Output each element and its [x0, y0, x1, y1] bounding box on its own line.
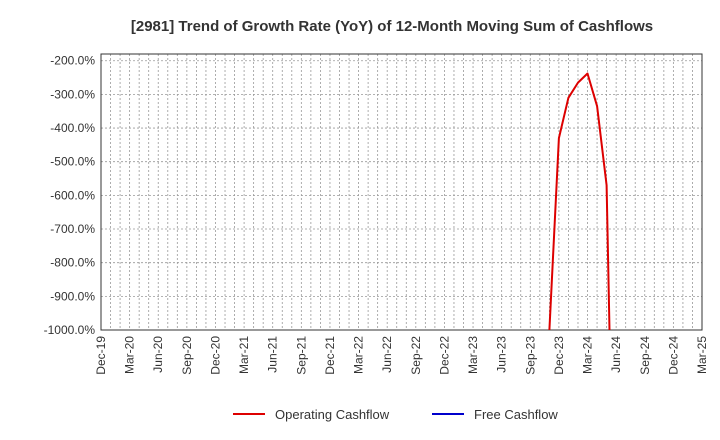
x-tick-label: Dec-23 — [552, 336, 566, 375]
x-tick-label: Mar-23 — [466, 336, 480, 374]
legend-label-1: Free Cashflow — [474, 407, 558, 422]
x-tick-label: Dec-22 — [437, 336, 451, 375]
y-axis: -200.0% -300.0% -400.0% -500.0% -600.0% -700.… — [44, 54, 96, 337]
y-tick-label: -700.0% — [50, 222, 95, 236]
y-tick-label: -600.0% — [50, 188, 95, 202]
x-tick-label: Dec-19 — [94, 336, 108, 375]
x-tick-label: Dec-20 — [208, 336, 222, 375]
y-tick-label: -400.0% — [50, 121, 95, 135]
legend-label-0: Operating Cashflow — [275, 407, 390, 422]
y-tick-label: -800.0% — [50, 256, 95, 270]
x-tick-label: Dec-21 — [323, 336, 337, 375]
x-tick-label: Sep-20 — [180, 336, 194, 375]
x-tick-label: Jun-21 — [266, 336, 280, 373]
y-tick-label: -1000.0% — [44, 323, 96, 337]
x-tick-label: Jun-23 — [495, 336, 509, 373]
x-tick-label: Jun-20 — [151, 336, 165, 373]
x-tick-label: Mar-21 — [237, 336, 251, 374]
grid — [101, 54, 702, 331]
x-tick-label: Jun-22 — [380, 336, 394, 373]
y-tick-label: -500.0% — [50, 155, 95, 169]
y-tick-label: -200.0% — [50, 54, 95, 68]
x-tick-label: Jun-24 — [609, 336, 623, 373]
x-tick-label: Sep-22 — [409, 336, 423, 375]
x-tick-label: Sep-23 — [523, 336, 537, 375]
x-tick-label: Dec-24 — [666, 336, 680, 375]
x-tick-label: Sep-24 — [638, 336, 652, 375]
x-tick-label: Mar-20 — [123, 336, 137, 374]
x-tick-label: Mar-25 — [695, 336, 709, 374]
y-tick-label: -300.0% — [50, 87, 95, 101]
x-axis: Dec-19 Mar-20 Jun-20 Sep-20 Dec-20 Mar-21 Jun-… — [94, 336, 709, 375]
x-tick-label: Mar-24 — [581, 336, 595, 374]
legend: Operating Cashflow Free Cashflow — [233, 407, 558, 422]
chart-title: [2981] Trend of Growth Rate (YoY) of 12-… — [131, 18, 653, 35]
x-tick-label: Sep-21 — [294, 336, 308, 375]
x-tick-label: Mar-22 — [352, 336, 366, 374]
y-tick-label: -900.0% — [50, 289, 95, 303]
plot-area — [100, 53, 703, 331]
series-lines — [548, 72, 611, 331]
series-line-0 — [548, 72, 611, 331]
